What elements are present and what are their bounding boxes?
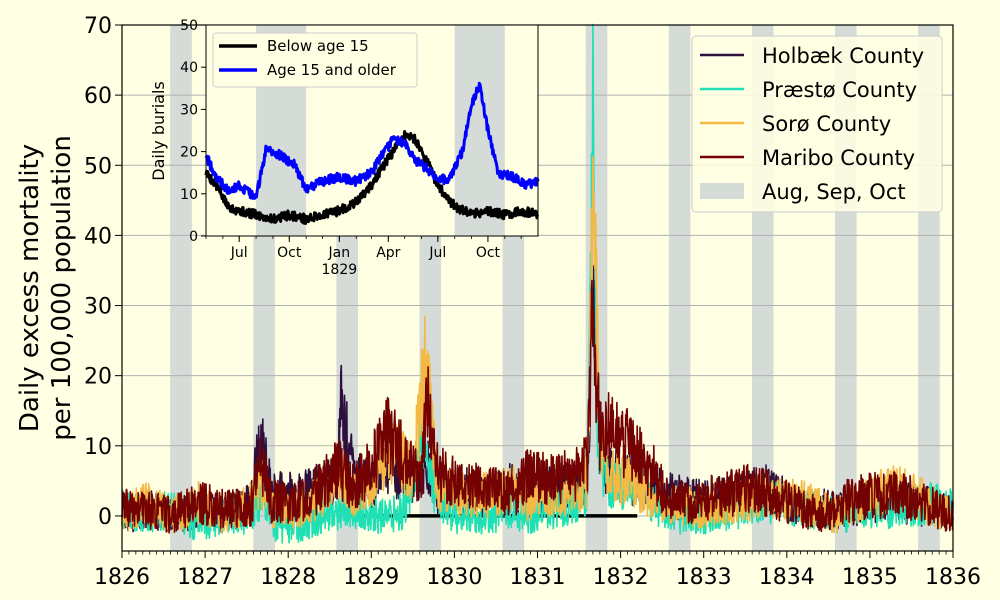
main-x-tick-label: 1831 <box>510 565 566 590</box>
inset-x-tick-label: Jul <box>230 245 248 261</box>
main-series-line <box>121 279 954 534</box>
main-x-tick-label: 1834 <box>759 565 815 590</box>
main-axes: 0 10 20 30 40 50 60 70 1826 1827 1828 1829 1830 1831 1… <box>84 14 981 590</box>
main-x-tick-label: 1835 <box>842 565 898 590</box>
main-legend: Holbæk County Præstø County Sorø County Mar… <box>691 35 943 213</box>
inset-legend-label: Age 15 and older <box>267 61 397 79</box>
inset-series-lines <box>204 81 540 225</box>
inset-x-tick-label: Jan <box>328 245 351 261</box>
main-x-tick-label: 1830 <box>426 565 482 590</box>
inset-shaded-period <box>454 25 505 236</box>
legend-label: Maribo County <box>762 146 915 170</box>
legend-label: Holbæk County <box>762 44 924 68</box>
inset-y-tick-label: 10 <box>180 187 198 203</box>
main-shaded-period <box>170 25 192 551</box>
inset-legend-frame <box>212 32 418 88</box>
main-y-tick-label: 0 <box>98 505 112 530</box>
inset-x-tick-label: Oct <box>277 245 302 261</box>
inset-legend: Below age 15 Age 15 and older <box>212 32 418 88</box>
inset-legend-label: Below age 15 <box>267 37 369 55</box>
inset-axes-frame <box>205 24 539 237</box>
main-y-tick-label: 10 <box>84 435 112 460</box>
legend-frame <box>691 35 943 213</box>
main-x-tick-label: 1836 <box>925 565 981 590</box>
main-y-tick-label: 40 <box>84 224 112 249</box>
inset-y-tick-label: 50 <box>180 18 198 34</box>
inset-x-tick-label: Oct <box>476 245 501 261</box>
legend-label: Aug, Sep, Oct <box>762 180 906 204</box>
inset-series-line <box>204 130 540 225</box>
main-x-tick-label: 1833 <box>676 565 732 590</box>
main-y-tick-label: 20 <box>84 365 112 390</box>
main-x-tick-label: 1832 <box>593 565 649 590</box>
inset-series-line <box>204 81 540 200</box>
inset-x-tick-sublabel: 1829 <box>322 262 358 278</box>
legend-label: Sorø County <box>762 112 891 136</box>
inset-y-tick-label: 20 <box>180 145 198 161</box>
main-y-tick-label: 60 <box>84 84 112 109</box>
legend-label: Præstø County <box>762 78 917 102</box>
legend-swatch <box>700 183 744 199</box>
main-y-tick-label: 50 <box>84 154 112 179</box>
main-x-tick-label: 1828 <box>260 565 316 590</box>
inset-y-tick-label: 30 <box>180 102 198 118</box>
main-x-tick-label: 1829 <box>343 565 399 590</box>
inset-y-tick-label: 0 <box>189 229 198 245</box>
inset-x-tick-label: Jul <box>428 245 446 261</box>
main-y-tick-label: 30 <box>84 295 112 320</box>
inset-x-tick-label: Apr <box>376 245 400 261</box>
main-x-tick-label: 1826 <box>94 565 150 590</box>
inset-y-axis-label: Daily burials <box>149 81 168 180</box>
main-y-axis-label-line-1: Daily excess mortality <box>15 144 45 432</box>
inset-y-tick-label: 40 <box>180 60 198 76</box>
main-series-line <box>121 156 954 534</box>
main-x-tick-label: 1827 <box>177 565 233 590</box>
main-y-tick-label: 70 <box>84 14 112 39</box>
main-y-axis-label-line-2: per 100,000 population <box>47 135 77 441</box>
main-series-lines <box>121 23 954 544</box>
main-shaded-period <box>668 25 691 551</box>
